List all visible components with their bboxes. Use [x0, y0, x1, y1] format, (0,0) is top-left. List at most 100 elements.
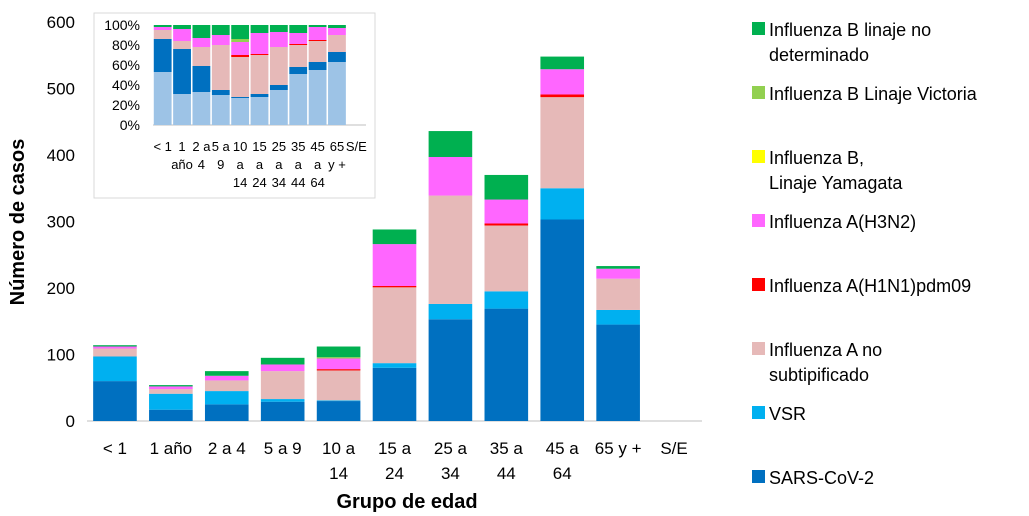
inset-bar-segment: [308, 40, 327, 41]
inset-x-tick-label: 45 a 64: [310, 139, 324, 190]
inset-bar-segment: [153, 30, 172, 39]
inset-bar-segment: [211, 90, 230, 95]
legend-label: Influenza A(H3N2): [769, 212, 917, 232]
inset-bar-segment: [211, 35, 230, 45]
x-tick-label: 45 a 64: [546, 439, 580, 483]
bar-segment: [316, 357, 361, 359]
x-tick-label: 2 a 4: [208, 439, 246, 458]
bar-segment: [484, 225, 529, 292]
inset-bar-segment: [231, 39, 250, 42]
inset-x-tick-label: 10 a 14: [233, 139, 247, 190]
x-tick-label: 25 a 34: [434, 439, 468, 483]
bar-segment: [316, 346, 361, 358]
bar-segment: [428, 303, 473, 320]
inset-x-tick-label: 25 a 34: [272, 139, 286, 190]
bar-segment: [428, 131, 473, 157]
bar-segment: [260, 371, 305, 400]
inset-bar-segment: [192, 25, 211, 38]
bar-segment: [316, 401, 361, 421]
inset-y-tick-label: 0%: [120, 117, 140, 133]
x-tick-label: 15 a 24: [378, 439, 412, 483]
y-tick-label: 500: [47, 80, 75, 99]
inset-bar-segment: [173, 49, 191, 94]
bar-segment: [316, 369, 361, 371]
bar-segment: [93, 348, 137, 357]
inset-y-tick-label: 40%: [112, 77, 140, 93]
x-tick-label: 10 a 14: [322, 439, 356, 483]
inset-bar-segment: [250, 25, 269, 33]
y-tick-label: 200: [47, 279, 75, 298]
inset-bar-segment: [153, 39, 172, 72]
bar-segment: [540, 97, 585, 189]
inset-bar-segment: [231, 98, 250, 125]
bar-segment: [93, 356, 137, 382]
bar-segment: [540, 188, 585, 220]
bar-segment: [540, 219, 585, 421]
inset-y-tick-label: 80%: [112, 37, 140, 53]
inset-bar-segment: [289, 44, 308, 45]
inset-bar-segment: [269, 25, 288, 32]
bar-segment: [596, 278, 640, 310]
inset-bar-segment: [308, 27, 327, 40]
bar-segment: [149, 385, 193, 387]
y-tick-label: 600: [47, 13, 75, 32]
bar-segment: [149, 389, 193, 394]
inset-bar-segment: [250, 97, 269, 125]
inset-bar-segment: [308, 62, 327, 70]
inset-bar-segment: [211, 45, 230, 90]
inset-y-tick-label: 20%: [112, 97, 140, 113]
legend-swatch: [752, 278, 765, 291]
bar-segment: [260, 357, 305, 365]
bar-segment: [372, 229, 417, 245]
y-tick-label: 300: [47, 213, 75, 232]
inset-y-tick-label: 100%: [104, 17, 140, 33]
legend-swatch: [752, 470, 765, 483]
legend: Influenza B linaje no determinado Influen…: [752, 0, 1029, 516]
legend-label: Influenza B linaje no determinado: [769, 20, 932, 65]
inset-bar-segment: [153, 72, 172, 125]
legend-item: SARS-CoV-2: [752, 466, 874, 491]
bar-segment: [484, 174, 529, 200]
inset-bar-segment: [269, 32, 288, 47]
inset-bar-segment: [153, 25, 172, 27]
bar-segment: [372, 286, 417, 288]
bar-segment: [540, 69, 585, 95]
legend-item: Influenza A(H1N1)pdm09: [752, 274, 971, 299]
x-tick-label: < 1: [103, 439, 127, 458]
bar-segment: [149, 386, 193, 390]
inset-bar-segment: [328, 35, 346, 52]
inset-bar-segment: [192, 38, 211, 47]
legend-label: Influenza B, Linaje Yamagata: [769, 148, 903, 193]
bar-segment: [93, 345, 137, 347]
chart-svg: 0 100 200 300 400 500 600 < 1 1 año 2 a 4 5 a 9 10 …: [7, 12, 702, 513]
bar-segment: [149, 409, 193, 421]
inset-bar-segment: [211, 95, 230, 125]
bar-segment: [204, 380, 249, 392]
bar-segment: [484, 199, 529, 224]
legend-item: VSR: [752, 402, 806, 427]
inset-bar-segment: [289, 45, 308, 67]
inset-x-tick-label: 65 y +: [328, 139, 346, 172]
inset-bar-segment: [269, 85, 288, 90]
bar-segment: [596, 266, 640, 269]
inset-bar-segment: [231, 42, 250, 55]
inset-x-tick-label: 35 a 44: [291, 139, 305, 190]
legend-swatch: [752, 22, 765, 35]
inset-bar-segment: [231, 57, 250, 97]
inset-bar-segment: [211, 25, 230, 35]
legend-swatch: [752, 214, 765, 227]
bar-segment: [260, 399, 305, 402]
bar-segment: [316, 400, 361, 402]
inset-bar-segment: [289, 33, 308, 44]
bar-segment: [372, 287, 417, 364]
inset-bar-segment: [308, 70, 327, 125]
x-tick-label: 5 a 9: [264, 439, 302, 458]
inset-bar-segment: [328, 25, 346, 28]
inset-bar-segment: [289, 67, 308, 74]
inset-bar-segment: [328, 28, 346, 35]
inset-bar-segment: [328, 52, 346, 62]
inset-bar-segment: [308, 25, 327, 27]
bar-segment: [204, 404, 249, 421]
